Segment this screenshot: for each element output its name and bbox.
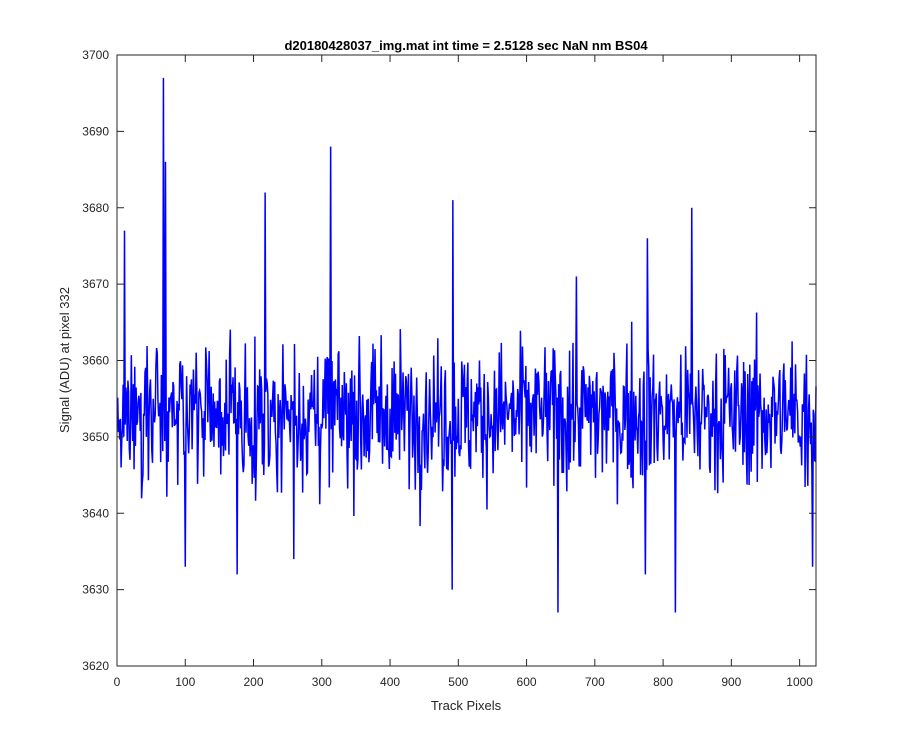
series-line	[116, 77, 817, 613]
y-tick-label: 3660	[82, 354, 109, 368]
y-tick-label: 3650	[82, 430, 109, 444]
y-tick-label: 3680	[82, 201, 109, 215]
x-tick-label: 100	[175, 675, 195, 689]
x-tick-label: 500	[448, 675, 468, 689]
y-axis: 3620 3630 3640 3650 3660 3670 3680 3690 3700	[82, 48, 816, 673]
y-tick-label: 3690	[82, 124, 109, 138]
y-tick-label: 3640	[82, 506, 109, 520]
plot-area	[117, 55, 816, 666]
x-tick-label: 1000	[786, 675, 813, 689]
x-tick-label: 800	[653, 675, 673, 689]
x-axis: 0 100 200 300 400 500 600 700 800 900 1000	[114, 55, 813, 689]
x-tick-label: 200	[244, 675, 264, 689]
x-tick-label: 300	[312, 675, 332, 689]
y-tick-label: 3700	[82, 48, 109, 62]
y-tick-label: 3630	[82, 583, 109, 597]
x-axis-label: Track Pixels	[431, 698, 502, 713]
series-layer	[116, 77, 817, 613]
y-axis-label: Signal (ADU) at pixel 332	[57, 287, 72, 433]
x-tick-label: 600	[517, 675, 537, 689]
x-tick-label: 400	[380, 675, 400, 689]
x-tick-label: 700	[585, 675, 605, 689]
x-tick-label: 900	[721, 675, 741, 689]
y-tick-label: 3620	[82, 659, 109, 673]
y-tick-label: 3670	[82, 277, 109, 291]
chart-title: d20180428037_img.mat int time = 2.5128 s…	[284, 38, 648, 53]
x-tick-label: 0	[114, 675, 121, 689]
